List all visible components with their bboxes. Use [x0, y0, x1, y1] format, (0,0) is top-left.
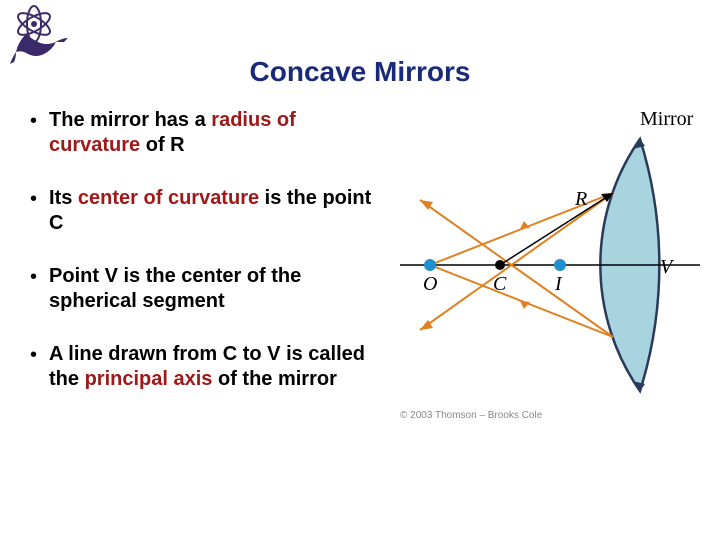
bullet-dot: •	[30, 344, 37, 367]
bullet-item: • The mirror has a radius of curvature o…	[30, 108, 390, 158]
bullet-dot: •	[30, 266, 37, 289]
point-o	[424, 259, 436, 271]
bullet-dot: •	[30, 188, 37, 211]
bullet-text: The mirror has a radius of curvature of …	[49, 108, 390, 158]
bullet-item: • Its center of curvature is the point C	[30, 186, 390, 236]
label-r: R	[574, 188, 587, 210]
label-mirror: Mirror	[640, 108, 694, 130]
bullet-item: • A line drawn from C to V is called the…	[30, 342, 390, 392]
bullet-text: A line drawn from C to V is called the p…	[49, 342, 390, 392]
mirror-diagram: Mirror R O C I V	[400, 105, 710, 415]
bullet-text: Its center of curvature is the point C	[49, 186, 390, 236]
label-i: I	[554, 273, 563, 295]
label-c: C	[493, 273, 507, 295]
label-v: V	[660, 256, 675, 278]
bullet-text: Point V is the center of the spherical s…	[49, 264, 390, 314]
bullet-list: • The mirror has a radius of curvature o…	[30, 108, 390, 420]
copyright-text: © 2003 Thomson – Brooks Cole	[400, 410, 542, 421]
label-o: O	[423, 273, 437, 295]
page-title: Concave Mirrors	[0, 56, 720, 88]
bullet-item: • Point V is the center of the spherical…	[30, 264, 390, 314]
bullet-dot: •	[30, 110, 37, 133]
point-i	[554, 259, 566, 271]
point-c	[495, 260, 505, 270]
radius-line	[500, 193, 613, 265]
